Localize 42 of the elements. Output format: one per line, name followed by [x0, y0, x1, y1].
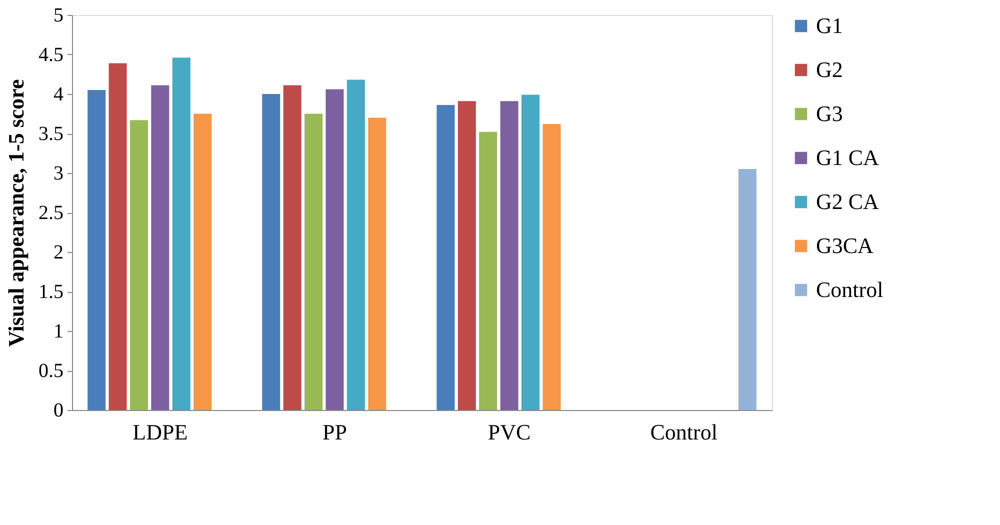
bar — [151, 85, 170, 410]
bar — [172, 58, 190, 410]
bar — [304, 114, 323, 410]
x-tick-label: PP — [322, 420, 347, 444]
y-tick-label: 4.5 — [38, 44, 64, 66]
legend-label: G3CA — [816, 233, 874, 258]
bar — [500, 101, 518, 410]
bar — [346, 80, 365, 410]
bar — [521, 94, 540, 410]
y-tick-label: 3.5 — [38, 123, 64, 145]
y-tick-label: 1 — [54, 320, 64, 342]
bar — [194, 114, 212, 410]
bar — [262, 94, 280, 410]
bar — [88, 90, 106, 410]
legend-label: G2 — [816, 57, 843, 82]
bar — [326, 89, 344, 410]
legend-label: Control — [816, 277, 884, 302]
y-tick-label: 2 — [54, 242, 64, 264]
bar — [479, 132, 498, 410]
y-tick-label: 1.5 — [38, 281, 64, 303]
bar — [108, 63, 127, 410]
bar — [130, 120, 148, 410]
legend-label: G3 — [816, 101, 843, 126]
x-tick-label: LDPE — [132, 420, 188, 444]
bar — [436, 105, 455, 410]
y-tick-label: 5 — [54, 4, 64, 26]
bar — [542, 124, 561, 410]
bar — [458, 101, 476, 410]
y-axis-title: Visual appearance, 1-5 score — [4, 78, 28, 347]
x-tick-label: Control — [650, 420, 718, 444]
y-tick-label: 3 — [54, 162, 64, 184]
legend-label: G1 — [816, 13, 843, 38]
y-tick-label: 0 — [54, 400, 64, 422]
y-tick-label: 0.5 — [38, 360, 64, 382]
bar — [368, 118, 386, 410]
x-tick-label: PVC — [488, 420, 531, 444]
legend-label: G1 CA — [816, 145, 880, 170]
bar — [738, 169, 756, 410]
y-tick-label: 2.5 — [38, 202, 64, 224]
legend-label: G2 CA — [816, 189, 880, 214]
bar — [283, 85, 302, 410]
y-tick-label: 4 — [54, 84, 64, 106]
